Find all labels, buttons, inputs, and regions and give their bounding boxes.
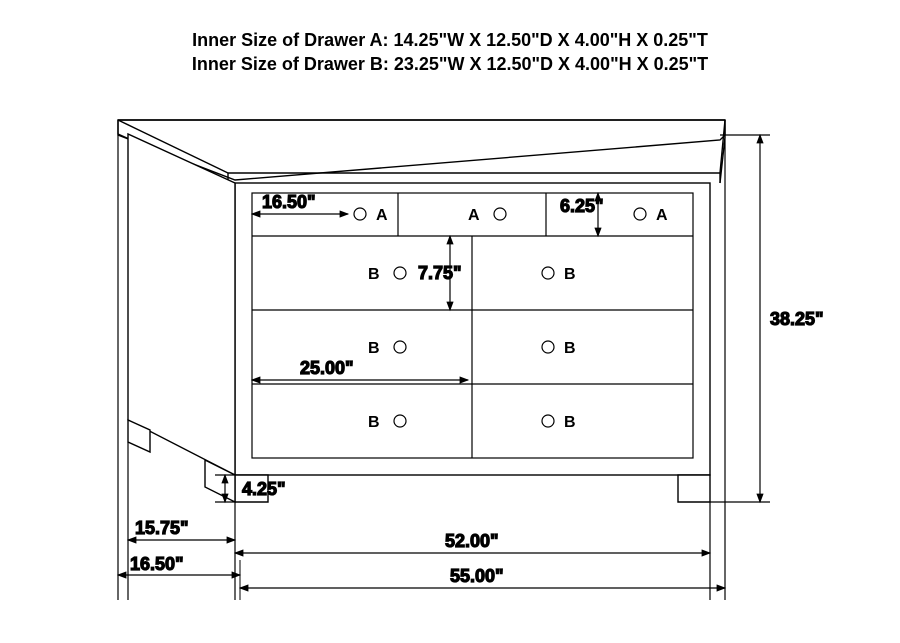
label-B2: B xyxy=(368,340,380,357)
svg-text:55.00": 55.00" xyxy=(450,566,504,586)
dim-overall-height: 38.25" xyxy=(710,135,824,502)
label-B4: B xyxy=(564,266,576,283)
body-left-side xyxy=(128,134,235,475)
svg-text:25.00": 25.00" xyxy=(300,358,354,378)
header-line2-dims: 23.25"W X 12.50"D X 4.00"H X 0.25"T xyxy=(394,54,708,74)
svg-text:52.00": 52.00" xyxy=(445,531,499,551)
label-B5: B xyxy=(564,340,576,357)
header-line1-prefix: Inner Size of Drawer A: xyxy=(192,30,393,50)
dim-top-depth: 16.50" xyxy=(118,554,240,600)
dim-depth: 15.75" xyxy=(128,518,235,540)
header-block: Inner Size of Drawer A: 14.25"W X 12.50"… xyxy=(0,28,900,77)
diagram-svg: A A A B B B B B B 16.50" 6.25" xyxy=(0,0,900,643)
svg-text:6.25": 6.25" xyxy=(560,196,604,216)
label-A2: A xyxy=(468,207,480,224)
label-A1: A xyxy=(376,207,388,224)
svg-text:7.75": 7.75" xyxy=(418,263,462,283)
svg-text:4.25": 4.25" xyxy=(242,479,286,499)
svg-text:16.50": 16.50" xyxy=(262,192,316,212)
header-line1-dims: 14.25"W X 12.50"D X 4.00"H X 0.25"T xyxy=(394,30,708,50)
svg-text:38.25": 38.25" xyxy=(770,309,824,329)
label-B1: B xyxy=(368,266,380,283)
dim-front-width: 52.00" xyxy=(235,531,710,553)
label-A3: A xyxy=(656,207,668,224)
svg-text:15.75": 15.75" xyxy=(135,518,189,538)
label-B3: B xyxy=(368,414,380,431)
header-line2-prefix: Inner Size of Drawer B: xyxy=(192,54,394,74)
dim-foot-height: 4.25" xyxy=(215,475,286,502)
label-B6: B xyxy=(564,414,576,431)
svg-text:16.50": 16.50" xyxy=(130,554,184,574)
